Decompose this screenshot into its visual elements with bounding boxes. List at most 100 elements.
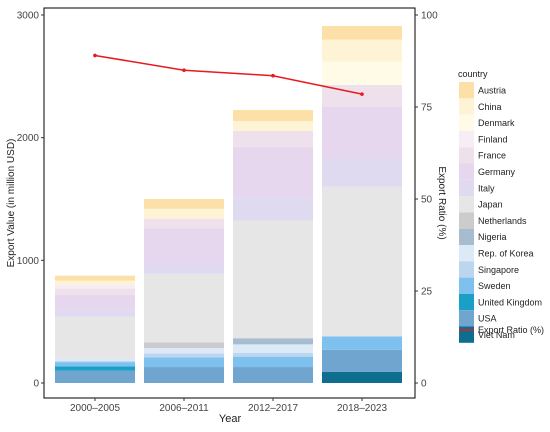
legend-label-united-kingdom: United Kingdom <box>478 297 542 307</box>
legend-label-austria: Austria <box>478 85 506 95</box>
bar-segment-italy-3 <box>233 198 313 221</box>
bar-segment-netherlands-2 <box>144 342 224 349</box>
bar-segment-austria-1 <box>55 275 135 281</box>
y2-tick-label-2: 25 <box>421 287 433 298</box>
bar-segment-china-1 <box>55 280 135 285</box>
legend-label-japan: Japan <box>478 200 503 210</box>
legend-title: country <box>458 69 488 79</box>
bar-segment-sweden-4 <box>322 336 402 350</box>
y-tick-label-4: 3000 <box>17 11 40 22</box>
legend-key-finland <box>459 130 474 148</box>
y2-axis-label: Export Ratio (%) <box>436 166 447 239</box>
bar-segment-germany-3 <box>233 146 313 199</box>
legend-label-netherlands: Netherlands <box>478 216 527 226</box>
legend-label-germany: Germany <box>478 167 516 177</box>
bar-segment-austria-3 <box>233 110 313 122</box>
legend-label-usa: USA <box>478 314 497 324</box>
bar-segment-viet-nam-4 <box>322 371 402 383</box>
bar-segment-usa-3 <box>233 367 313 383</box>
legend-key-china <box>459 98 474 115</box>
x-tick-label-4: 2018–2023 <box>337 403 387 414</box>
bar-segment-usa-1 <box>55 370 135 383</box>
x-axis-label: Year <box>219 413 242 425</box>
bar-segment-denmark-4 <box>322 61 402 85</box>
bar-segment-france-2 <box>144 218 224 229</box>
bar-segment-china-2 <box>144 208 224 219</box>
legend-key-italy <box>459 179 474 197</box>
bar-segment-japan-3 <box>233 220 313 339</box>
export-ratio-point-4 <box>360 92 364 96</box>
bar-segment-france-1 <box>55 288 135 295</box>
export-ratio-point-2 <box>182 68 186 72</box>
bar-segment-finland-1 <box>55 284 135 289</box>
bar-segment-italy-1 <box>55 310 135 317</box>
y2-tick-label-5: 100 <box>421 11 438 22</box>
legend-label-nigeria: Nigeria <box>478 232 507 242</box>
legend-key-austria <box>459 82 474 99</box>
y2-tick-label-1: 0 <box>421 379 427 390</box>
bar-segment-rep-of-korea-2 <box>144 348 224 354</box>
bar-segment-sweden-2 <box>144 357 224 368</box>
bar-segment-nigeria-3 <box>233 338 313 345</box>
plot-panel-border <box>43 7 416 399</box>
x-axis: 2000–2005 2006–2011 2012–2017 2018–2023 <box>70 398 387 414</box>
y-tick-label-1: 0 <box>33 379 39 390</box>
legend-key-japan <box>459 196 474 213</box>
bar-segment-rep-of-korea-1 <box>55 358 135 361</box>
legend-key-viet-nam <box>459 326 474 343</box>
legend-key-germany <box>459 163 474 180</box>
legend-key-denmark <box>459 114 474 131</box>
legend-label-france: France <box>478 151 506 161</box>
y-axis-label: Export Value (in million USD) <box>6 139 17 268</box>
legend-key-usa <box>459 310 474 327</box>
bar-segment-italy-4 <box>322 158 402 187</box>
y-tick-label-2: 1000 <box>17 256 40 267</box>
legend-label-finland: Finland <box>478 134 508 144</box>
legend-key-singapore <box>459 261 474 278</box>
bar-segment-singapore-1 <box>55 360 135 363</box>
bar-segment-germany-4 <box>322 107 402 159</box>
y-axis-right: 0 25 50 75 100 <box>415 11 438 390</box>
x-tick-label-3: 2012–2017 <box>248 403 298 414</box>
legend-label-viet-nam: Viet Nam <box>478 330 515 340</box>
legend-label-singapore: Singapore <box>478 265 519 275</box>
export-ratio-point-1 <box>93 53 97 58</box>
export-ratio-point-3 <box>271 73 275 78</box>
x-tick-label-1: 2000–2005 <box>70 403 120 414</box>
export-ratio-line <box>94 54 363 95</box>
bar-segment-usa-4 <box>322 349 402 372</box>
bars-layer <box>55 26 402 383</box>
bar-segment-japan-1 <box>55 316 135 359</box>
bar-segment-japan-2 <box>144 273 224 343</box>
legend-items: Austria China Denmark Finland France Germany I… <box>459 82 542 343</box>
bar-segment-singapore-3 <box>233 352 313 357</box>
legend-label-china: China <box>478 102 502 112</box>
legend-label-denmark: Denmark <box>478 118 515 128</box>
bar-segment-germany-2 <box>144 228 224 265</box>
bar-segment-austria-4 <box>322 26 402 40</box>
bar-segment-china-3 <box>233 121 313 131</box>
legend-line-label: Export Ratio (%) <box>478 325 544 335</box>
legend-key-netherlands <box>459 212 474 229</box>
y-tick-label-3: 2000 <box>17 133 40 144</box>
y2-tick-label-4: 75 <box>421 103 433 114</box>
bar-segment-italy-2 <box>144 264 224 274</box>
legend: country Austria China Denmark Finland France… <box>458 69 544 343</box>
y-axis-left: 0 1000 2000 3000 <box>17 11 44 390</box>
bar-segment-sweden-3 <box>233 356 313 368</box>
legend-label-rep-of-korea: Rep. of Korea <box>478 248 534 258</box>
legend-key-nigeria <box>459 228 474 245</box>
y2-tick-label-3: 50 <box>421 195 433 206</box>
legend-key-sweden <box>459 277 474 294</box>
bar-segment-usa-2 <box>144 367 224 383</box>
bar-segment-rep-of-korea-3 <box>233 344 313 353</box>
legend-label-italy: Italy <box>478 183 495 193</box>
bar-segment-china-4 <box>322 39 402 62</box>
bar-segment-singapore-2 <box>144 353 224 358</box>
bar-segment-united-kingdom-1 <box>55 366 135 371</box>
line-layer <box>93 53 364 96</box>
legend-key-france <box>459 147 474 164</box>
bar-segment-japan-4 <box>322 186 402 337</box>
